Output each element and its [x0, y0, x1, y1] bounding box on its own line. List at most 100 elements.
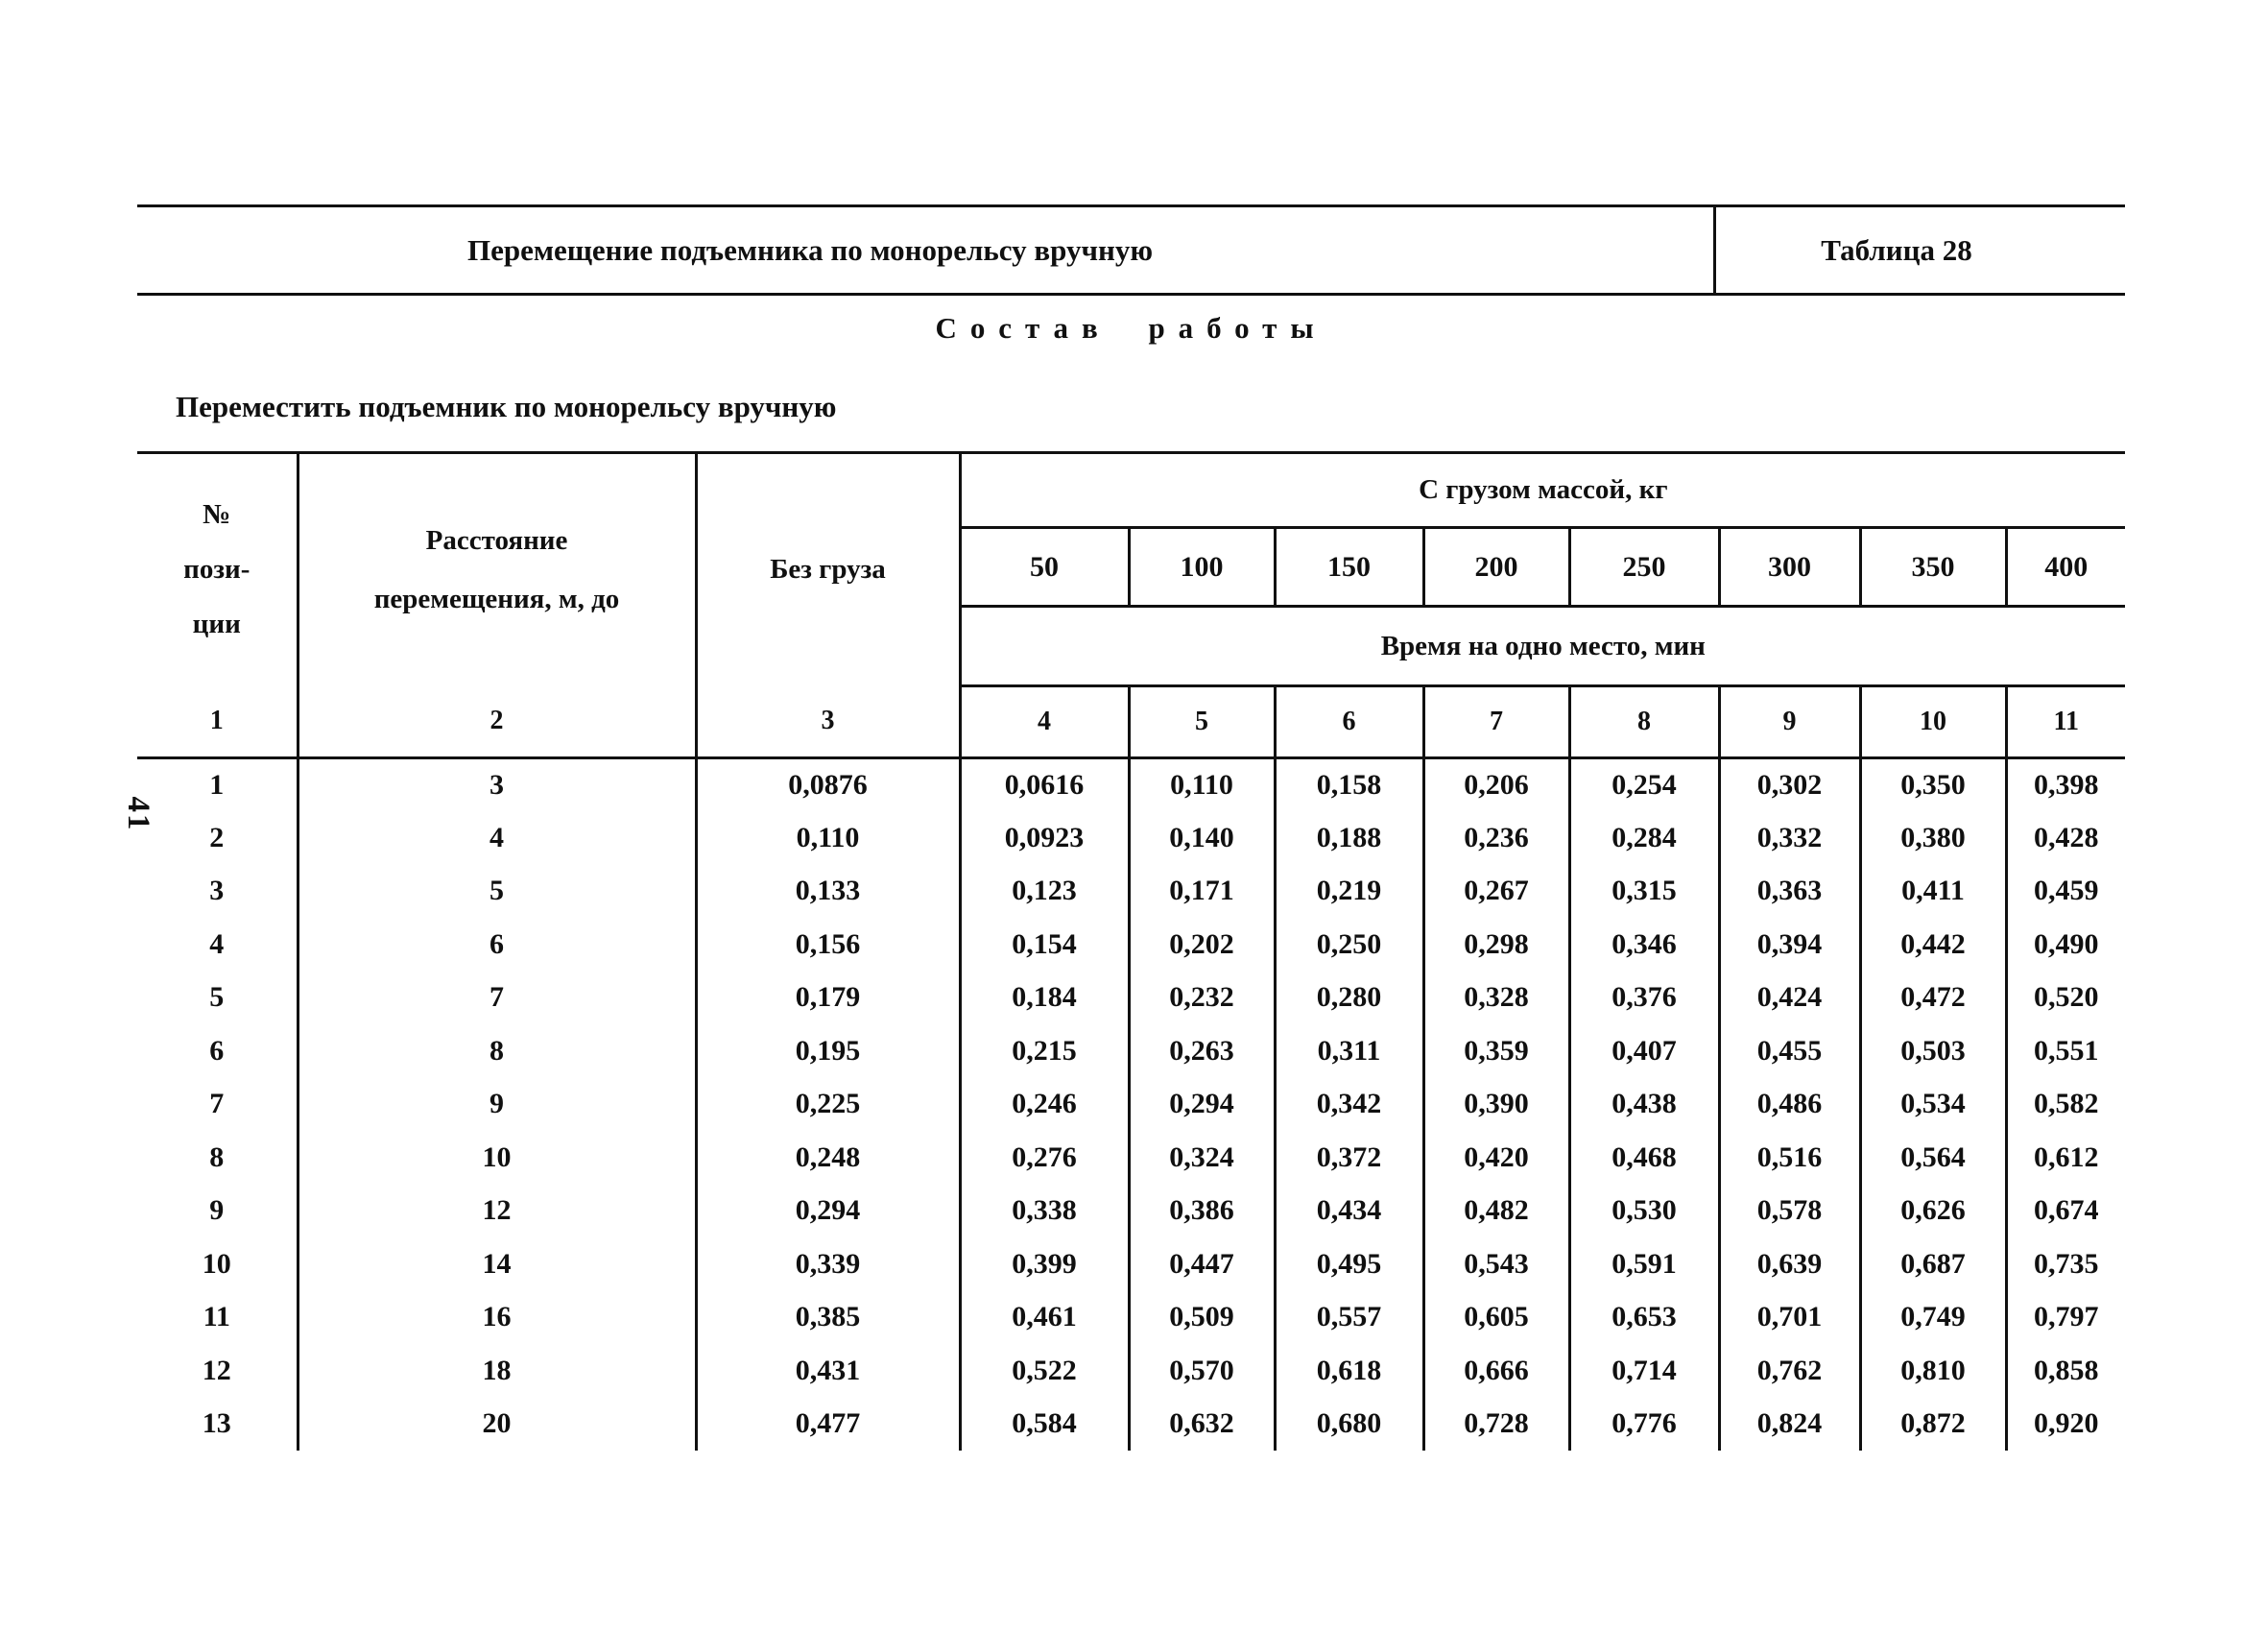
data-cell: 0,431 [694, 1344, 960, 1398]
data-cell: 0,390 [1421, 1077, 1569, 1131]
data-cell: 9 [296, 1077, 696, 1131]
data-cell: 0,386 [1127, 1184, 1275, 1237]
header-load-value-cell: 400 [2004, 527, 2126, 608]
data-cell: 0,459 [2004, 864, 2126, 918]
data-cell: 0,714 [1567, 1344, 1719, 1398]
column-numbers-row: 1 2 3 4 5 6 7 8 9 10 11 [137, 685, 2126, 759]
data-cell: 0,824 [1717, 1397, 1860, 1451]
data-cell: 9 [209, 1194, 225, 1227]
data-cell: 0,503 [1858, 1024, 2006, 1078]
data-cell: 0,920 [2004, 1397, 2126, 1451]
header-load-value-cell: 350 [1858, 527, 2006, 608]
data-cell: 0,195 [694, 1024, 960, 1078]
data-cell: 7 [209, 1088, 225, 1120]
data-cell: 0,394 [1717, 918, 1860, 972]
header-cell-distance: Расстояние перемещения, м, до [296, 452, 696, 686]
data-cell: 0,372 [1273, 1131, 1423, 1185]
data-cell: 0,156 [694, 918, 960, 972]
work-description: Переместить подъемник по монорельсу вруч… [176, 390, 837, 423]
data-cell: 10 [202, 1247, 231, 1280]
header-row-load-values: 50 100 150 200 250 300 350 400 [137, 527, 2126, 608]
data-cell: 0,455 [1717, 1024, 1860, 1078]
data-cell: 0,376 [1567, 971, 1719, 1024]
header-distance-line: Расстояние [425, 524, 568, 556]
data-cell: 0,188 [1273, 811, 1423, 865]
column-number-cell: 4 [958, 685, 1129, 759]
data-cell: 0,284 [1567, 811, 1719, 865]
data-cell: 0,280 [1273, 971, 1423, 1024]
data-cell: 6 [209, 1034, 225, 1067]
column-number-cell: 11 [2004, 685, 2126, 759]
table-row: 7 9 0,225 0,246 0,294 0,342 0,390 0,438 0,486 0,5… [137, 1077, 2126, 1131]
data-cell: 7 [296, 971, 696, 1024]
data-cell: 0,298 [1421, 918, 1569, 972]
data-cell: 0,486 [1717, 1077, 1860, 1131]
table-row: 1 3 0,0876 0,0616 0,110 0,158 0,206 0,254 0,302 0… [137, 757, 2126, 811]
data-cell: 0,434 [1273, 1184, 1423, 1237]
data-cell: 0,477 [694, 1397, 960, 1451]
data-cell: 0,219 [1273, 864, 1423, 918]
data-cell: 0,543 [1421, 1237, 1569, 1291]
data-cell: 0,359 [1421, 1024, 1569, 1078]
column-number-cell: 7 [1421, 685, 1569, 759]
header-distance-line: перемещения, м, до [373, 583, 620, 614]
data-cell: 0,315 [1567, 864, 1719, 918]
header-cell-with-load: С грузом массой, кг [958, 452, 2126, 529]
data-cell: 0,762 [1717, 1344, 1860, 1398]
data-cell: 0,680 [1273, 1397, 1423, 1451]
data-cell: 0,490 [2004, 918, 2126, 972]
table-row: 3 5 0,133 0,123 0,171 0,219 0,267 0,315 0,363 0,4… [137, 864, 2126, 918]
data-cell: 0,482 [1421, 1184, 1569, 1237]
data-cell: 0,442 [1858, 918, 2006, 972]
data-cell: 0,749 [1858, 1290, 2006, 1344]
data-cell: 0,398 [2004, 757, 2126, 811]
data-cell: 0,133 [694, 864, 960, 918]
data-cell: 0,728 [1421, 1397, 1569, 1451]
data-cell: 0,294 [1127, 1077, 1275, 1131]
table-label: Таблица 28 [1713, 207, 2125, 293]
data-cell: 0,179 [694, 971, 960, 1024]
data-cell: 10 [296, 1131, 696, 1185]
data-cell: 0,591 [1567, 1237, 1719, 1291]
column-number-cell: 3 [694, 685, 960, 759]
data-cell: 0,520 [2004, 971, 2126, 1024]
document-header-band: Перемещение подъемника по монорельсу вру… [137, 204, 2125, 296]
data-cell: 0,776 [1567, 1397, 1719, 1451]
data-cell: 0,110 [694, 811, 960, 865]
data-cell: 0,495 [1273, 1237, 1423, 1291]
data-cell: 0,380 [1858, 811, 2006, 865]
data-cell: 0,332 [1717, 811, 1860, 865]
data-cell: 0,232 [1127, 971, 1275, 1024]
header-cell-time-caption: Время на одно место, мин [958, 606, 2126, 687]
data-cell: 0,411 [1858, 864, 2006, 918]
data-cell: 0,324 [1127, 1131, 1275, 1185]
table-row: 10 14 0,339 0,399 0,447 0,495 0,543 0,591 0,639 0… [137, 1237, 2126, 1291]
data-cell: 0,250 [1273, 918, 1423, 972]
data-cell: 0,424 [1717, 971, 1860, 1024]
table-row: 13 20 0,477 0,584 0,632 0,680 0,728 0,776 0,824 0… [137, 1397, 2126, 1451]
data-cell: 0,468 [1567, 1131, 1719, 1185]
data-cell: 0,428 [2004, 811, 2126, 865]
data-cell: 0,184 [958, 971, 1129, 1024]
data-cell: 4 [296, 811, 696, 865]
data-cell: 0,263 [1127, 1024, 1275, 1078]
data-cell: 0,797 [2004, 1290, 2126, 1344]
table-row: 12 18 0,431 0,522 0,570 0,618 0,666 0,714 0,762 0… [137, 1344, 2126, 1398]
data-cell: 0,0876 [694, 757, 960, 811]
data-cell: 14 [296, 1237, 696, 1291]
table-row: 6 8 0,195 0,215 0,263 0,311 0,359 0,407 0,455 0,5… [137, 1024, 2126, 1078]
table-row: 9 12 0,294 0,338 0,386 0,434 0,482 0,530 0,578 0,… [137, 1184, 2126, 1237]
data-cell: 0,246 [958, 1077, 1129, 1131]
data-cell: 0,302 [1717, 757, 1860, 811]
data-cell: 0,311 [1273, 1024, 1423, 1078]
table-row: 2 4 0,110 0,0923 0,140 0,188 0,236 0,284 0,332 0,… [137, 811, 2126, 865]
column-number-cell: 5 [1127, 685, 1275, 759]
data-cell: 12 [202, 1354, 231, 1386]
data-cell: 0,338 [958, 1184, 1129, 1237]
data-cell: 0,385 [694, 1290, 960, 1344]
data-cell: 1 [209, 769, 225, 801]
data-cell: 0,810 [1858, 1344, 2006, 1398]
data-cell: 0,461 [958, 1290, 1129, 1344]
header-position-line: ции [192, 609, 241, 640]
data-cell: 0,158 [1273, 757, 1423, 811]
